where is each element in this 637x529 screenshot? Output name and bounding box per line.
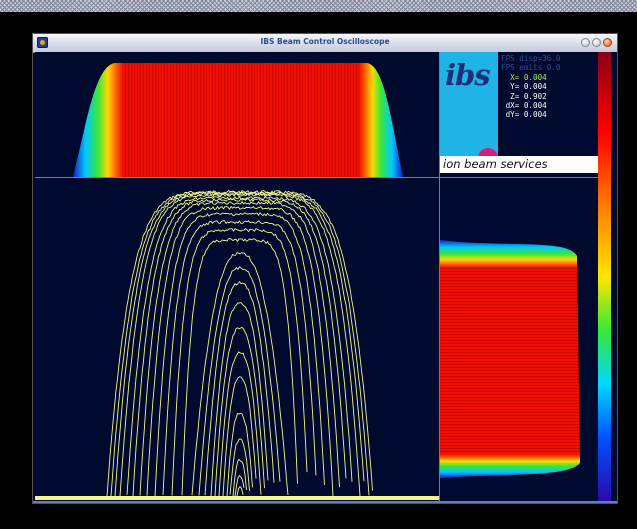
y-readout: Y= 0.004	[501, 82, 547, 91]
beam-trace	[198, 265, 281, 496]
panel-divider-vertical	[439, 52, 440, 501]
beam-trace-plot	[35, 178, 439, 501]
oscilloscope-window[interactable]: IBS Beam Control Oscilloscope	[33, 34, 617, 503]
maximize-button[interactable]	[592, 38, 601, 47]
beam-trace	[234, 474, 245, 497]
desktop-pattern	[0, 0, 637, 12]
tagline-bar: ion beam services	[440, 156, 598, 173]
beam-trace	[154, 212, 325, 497]
bottom-rail	[33, 501, 617, 503]
beam-trace	[204, 280, 275, 496]
beam-trace	[214, 326, 265, 497]
dx-readout: dX= 0.004	[501, 101, 547, 110]
beam-trace	[191, 252, 289, 496]
beam-trace	[139, 200, 340, 496]
beam-trace	[222, 376, 257, 497]
x-readout: X= 0.004	[501, 73, 547, 82]
logo-text: ibs	[445, 58, 491, 92]
beam-profile-x-heatmap	[35, 52, 439, 177]
beam-trace	[181, 238, 298, 496]
beam-trace	[146, 205, 334, 497]
beam-trace	[171, 227, 308, 496]
z-readout: Z= 0.902	[501, 92, 547, 101]
beam-profile-y-heatmap	[440, 178, 598, 501]
window-title: IBS Beam Control Oscilloscope	[260, 37, 390, 46]
beam-trace	[210, 302, 269, 497]
fps-display-readout: FPS disp=36.0	[501, 54, 561, 63]
title-bar[interactable]: IBS Beam Control Oscilloscope	[33, 34, 617, 53]
beam-trace	[132, 197, 347, 497]
app-icon[interactable]	[37, 37, 48, 48]
beam-trace	[226, 412, 253, 497]
close-button[interactable]	[603, 38, 612, 47]
beam-trace	[114, 191, 365, 497]
dy-readout: dY= 0.004	[501, 110, 547, 119]
beam-trace	[229, 438, 250, 495]
ibs-logo: ibs	[440, 52, 498, 164]
info-panel: ibs ion beam services FPS disp=36.0 FPS …	[440, 52, 598, 177]
panel-divider-horizontal	[35, 177, 598, 178]
beam-trace	[119, 192, 361, 497]
beam-trace	[110, 190, 370, 497]
beam-trace	[126, 195, 353, 495]
color-scale-bar	[598, 52, 611, 501]
beam-trace	[232, 458, 247, 497]
beam-trace	[236, 485, 244, 497]
color-scale-frame	[611, 52, 617, 501]
fps-emits-readout: FPS emits 0.0	[501, 63, 561, 72]
beam-trace	[218, 351, 262, 497]
logo-tagline: ion beam services	[443, 157, 548, 171]
beam-trace	[162, 220, 317, 495]
minimize-button[interactable]	[581, 38, 590, 47]
